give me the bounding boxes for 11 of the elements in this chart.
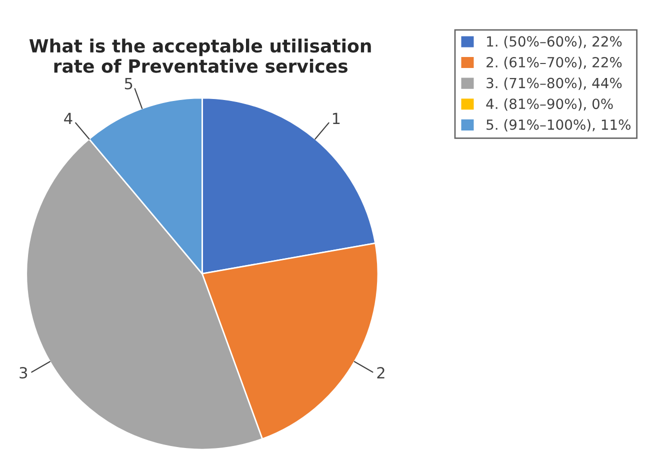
text: 3 bbox=[20, 367, 28, 379]
legend-label: 4. (81%–90%), 0% bbox=[486, 98, 613, 111]
text: What is the acceptable utilisation rate of Preventative services bbox=[29, 38, 371, 73]
text: 2 bbox=[377, 367, 384, 378]
legend-label: 2. (61%–70%), 22% bbox=[486, 56, 622, 70]
text: 1 bbox=[332, 112, 340, 124]
legend-label: 3. (71%–80%), 44% bbox=[486, 78, 622, 90]
text: 4 bbox=[64, 112, 72, 124]
text: 5 bbox=[124, 78, 132, 90]
legend-label: 1. (50%–60%), 22% bbox=[487, 36, 622, 48]
legend-label: 5. (91%–100%), 11% bbox=[486, 119, 630, 132]
